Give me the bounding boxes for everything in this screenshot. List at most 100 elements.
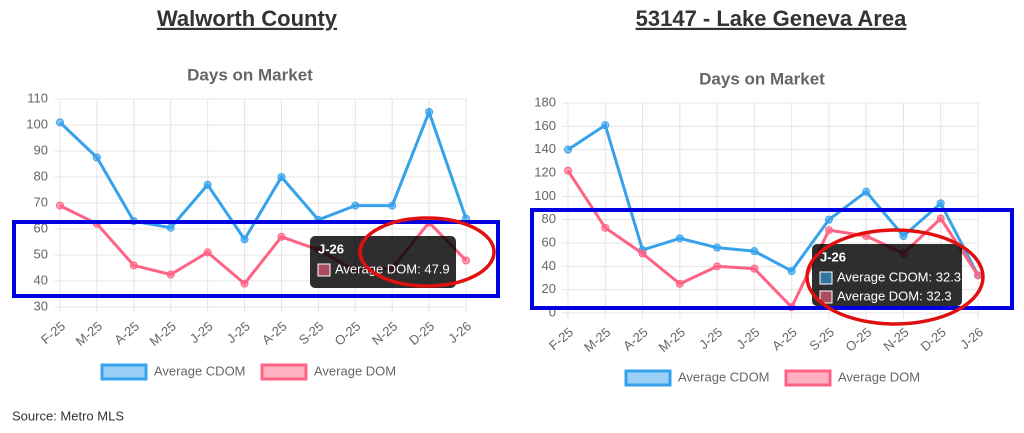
legend-swatch [100, 363, 148, 381]
data-point [601, 223, 610, 232]
data-point [166, 223, 175, 232]
x-tick-label: O-25 [332, 318, 364, 348]
x-tick-label: A-25 [111, 318, 142, 347]
data-point [750, 264, 759, 273]
data-point [203, 248, 212, 257]
data-point [351, 201, 360, 210]
x-tick-label: O-25 [843, 324, 875, 354]
legend-label: Average CDOM [678, 369, 770, 384]
data-point [92, 153, 101, 162]
y-tick-label: 50 [34, 246, 48, 261]
y-tick-label: 160 [534, 118, 556, 133]
legend-swatch [624, 369, 672, 387]
tooltip-line: Average CDOM: 32.3 [837, 269, 961, 284]
y-tick-label: 0 [549, 304, 556, 319]
data-point [824, 226, 833, 235]
data-point [564, 145, 572, 154]
data-point [824, 215, 833, 224]
x-tick-label: A-25 [769, 324, 800, 353]
legend-label: Average CDOM [154, 363, 246, 378]
highlight-box [12, 220, 500, 298]
data-point [240, 279, 249, 288]
tooltip-line: Average DOM: 32.3 [837, 288, 952, 303]
y-tick-label: 60 [34, 220, 48, 235]
y-tick-label: 20 [542, 281, 556, 296]
tooltip-swatch [819, 271, 833, 285]
y-tick-label: 60 [542, 234, 556, 249]
x-tick-label: J-25 [696, 324, 725, 352]
tooltip-box [310, 236, 456, 288]
tooltip-title: J-26 [820, 249, 846, 264]
tooltip-box [812, 244, 962, 306]
data-point [240, 235, 249, 244]
data-point [862, 187, 871, 196]
x-tick-label: F-25 [38, 318, 68, 347]
x-tick-label: J-25 [224, 318, 253, 346]
data-point [713, 243, 722, 252]
y-tick-label: 140 [534, 141, 556, 156]
data-point [203, 180, 212, 189]
data-point [129, 261, 138, 270]
data-point [750, 247, 759, 256]
y-tick-label: 90 [34, 142, 48, 157]
data-point [936, 199, 945, 208]
x-tick-label: J-25 [187, 318, 216, 346]
data-point [388, 201, 397, 210]
data-point [899, 232, 908, 240]
x-tick-label: S-25 [806, 324, 837, 353]
x-tick-label: M-25 [656, 324, 688, 355]
chart-title: Days on Market [699, 69, 825, 88]
chart-title: Days on Market [187, 65, 313, 84]
tooltip-line: Average DOM: 47.9 [335, 261, 450, 276]
y-tick-label: 110 [27, 90, 48, 105]
x-tick-label: S-25 [296, 318, 327, 347]
legend-label: Average DOM [838, 369, 920, 384]
x-tick-label: M-25 [73, 318, 105, 349]
data-point [56, 118, 64, 127]
highlight-ellipse [358, 216, 496, 288]
data-point [974, 271, 982, 280]
heading: 53147 - Lake Geneva Area [636, 6, 907, 31]
x-tick-label: A-25 [259, 318, 290, 347]
data-point [166, 270, 175, 279]
y-tick-label: 30 [34, 298, 48, 313]
data-point [425, 108, 434, 116]
data-point [601, 121, 610, 130]
x-tick-label: J-25 [733, 324, 762, 352]
x-tick-label: N-25 [369, 318, 400, 348]
y-tick-label: 40 [542, 258, 556, 273]
legend-swatch [784, 369, 832, 387]
data-point [564, 166, 572, 175]
y-tick-label: 70 [34, 194, 48, 209]
x-tick-label: J-26 [957, 324, 986, 352]
y-tick-label: 120 [534, 164, 556, 179]
x-tick-label: N-25 [880, 324, 911, 354]
highlight-ellipse [805, 228, 985, 326]
x-tick-label: D-25 [918, 324, 949, 354]
legend-swatch [260, 363, 308, 381]
data-point [675, 234, 684, 243]
y-tick-label: 100 [534, 188, 556, 203]
y-tick-label: 180 [534, 94, 556, 109]
y-tick-label: 80 [34, 168, 48, 183]
x-tick-label: F-25 [546, 324, 576, 353]
legend-label: Average DOM [314, 363, 396, 378]
x-tick-label: A-25 [620, 324, 651, 353]
x-tick-label: M-25 [581, 324, 613, 355]
data-point [638, 249, 647, 258]
data-point [675, 279, 684, 288]
highlight-box [530, 208, 1014, 310]
data-point [56, 201, 64, 210]
tooltip-swatch [317, 263, 331, 277]
data-point [936, 214, 945, 223]
data-point [277, 232, 286, 241]
source-note: Source: Metro MLS [12, 408, 124, 423]
y-tick-label: 80 [542, 211, 556, 226]
data-point [462, 256, 470, 265]
y-tick-label: 100 [26, 116, 48, 131]
data-point [277, 173, 286, 181]
tooltip-title: J-26 [318, 241, 344, 256]
tooltip-swatch [819, 290, 833, 304]
x-tick-label: M-25 [147, 318, 179, 349]
x-tick-label: D-25 [406, 318, 437, 348]
